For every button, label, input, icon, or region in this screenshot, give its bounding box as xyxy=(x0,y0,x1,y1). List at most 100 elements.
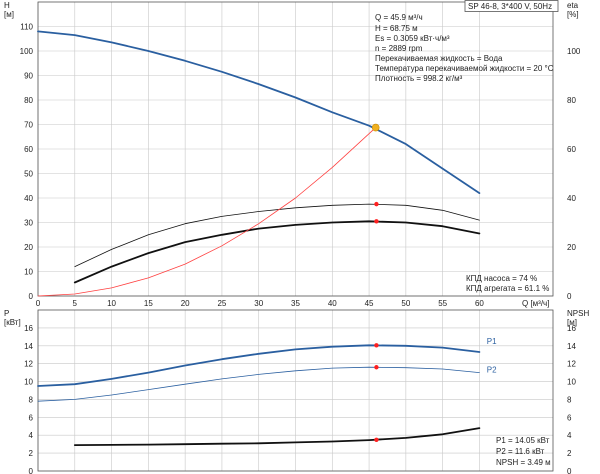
y2-axis-unit: [%] xyxy=(567,10,579,19)
series-line-power xyxy=(37,366,480,402)
series-tag-p2: P2 xyxy=(487,366,497,375)
info-line: Температура перекачиваемой жидкости = 20… xyxy=(375,64,554,73)
y-tick-label: 20 xyxy=(24,243,33,252)
y-tick-label: 110 xyxy=(20,23,33,32)
y-tick-label: 40 xyxy=(24,194,33,203)
series-line-efficiency xyxy=(73,220,481,284)
y-tick-label: 0 xyxy=(29,292,34,301)
x-tick-label: 30 xyxy=(254,299,263,308)
y-tick-label: 70 xyxy=(24,121,33,130)
model-title-box: SP 46-8, 3*400 V, 50Hz xyxy=(464,0,559,12)
y2-axis-label: eta xyxy=(567,1,579,10)
y-tick-label: 6 xyxy=(29,413,34,422)
x-tick-label: 35 xyxy=(291,299,300,308)
y-axis-unit: [кВт] xyxy=(4,318,21,327)
duty-point-marker xyxy=(374,343,379,348)
series-line-efficiency xyxy=(74,203,480,268)
series-line-head xyxy=(37,30,481,195)
panel-frames xyxy=(37,1,554,472)
series-line-power xyxy=(37,344,481,387)
y-tick-label: 0 xyxy=(29,467,34,474)
x-tick-label: 0 xyxy=(36,299,41,308)
x-tick-label: 55 xyxy=(438,299,447,308)
info-line: Перекачиваемая жидкость = Вода xyxy=(375,54,503,63)
operating-info: Q = 45.9 м³/ч H = 68.75 м Es = 0.3059 кВ… xyxy=(375,13,554,83)
x-axis-label: Q [м³/ч] xyxy=(522,299,549,308)
duty-point-marker xyxy=(374,365,379,370)
x-tick-label: 45 xyxy=(365,299,374,308)
y2-tick-label: 0 xyxy=(567,292,572,301)
y2-tick-label: 4 xyxy=(567,431,572,440)
series-tags: P1 P2 xyxy=(487,337,497,375)
y-tick-label: 30 xyxy=(24,219,33,228)
y-tick-label: 12 xyxy=(24,360,33,369)
data-series xyxy=(37,30,481,447)
x-tick-label: 40 xyxy=(328,299,337,308)
y2-tick-label: 20 xyxy=(567,243,576,252)
y-tick-label: 60 xyxy=(24,145,33,154)
y-tick-label: 10 xyxy=(24,268,33,277)
power-panel-axis-titles: P [кВт] NPSH [м] xyxy=(4,309,589,327)
y-tick-label: 2 xyxy=(29,449,34,458)
data-markers xyxy=(371,123,380,442)
efficiency-legend: КПД насоса = 74 % КПД агрегата = 61.1 % xyxy=(466,274,549,293)
y-tick-label: 90 xyxy=(24,72,33,81)
duty-point-marker xyxy=(374,437,379,442)
y2-tick-label: 80 xyxy=(567,96,576,105)
y2-axis-label: NPSH xyxy=(567,309,589,318)
legend-line: P1 = 14.05 кВт xyxy=(496,436,550,445)
y-tick-label: 14 xyxy=(24,342,33,351)
y-tick-label: 4 xyxy=(29,431,34,440)
y-axis-label: P xyxy=(4,309,9,318)
y2-tick-label: 40 xyxy=(567,194,576,203)
info-line: Плотность = 998.2 кг/м³ xyxy=(375,74,463,83)
legend-line: КПД насоса = 74 % xyxy=(466,274,537,283)
y2-tick-label: 2 xyxy=(567,449,572,458)
info-line: n = 2889 rpm xyxy=(375,44,423,53)
power-legend: P1 = 14.05 кВт P2 = 11.6 кВт NPSH = 3.49… xyxy=(496,436,551,467)
legend-line: P2 = 11.6 кВт xyxy=(496,447,545,456)
series-line-npsh xyxy=(73,427,481,447)
x-tick-label: 15 xyxy=(144,299,153,308)
y2-tick-label: 8 xyxy=(567,395,572,404)
legend-line: NPSH = 3.49 м xyxy=(496,458,551,467)
y-axis-unit: [м] xyxy=(4,10,14,19)
y2-tick-label: 60 xyxy=(567,145,576,154)
operating-point xyxy=(371,123,380,132)
panel-frame xyxy=(37,309,554,472)
x-tick-label: 50 xyxy=(401,299,410,308)
x-tick-label: 10 xyxy=(107,299,116,308)
y2-tick-label: 0 xyxy=(567,467,572,474)
y2-tick-label: 10 xyxy=(567,378,576,387)
y-axis-label: H xyxy=(4,1,10,10)
info-line: H = 68.75 м xyxy=(375,24,418,33)
y-tick-label: 8 xyxy=(29,395,34,404)
y-tick-label: 80 xyxy=(24,96,33,105)
info-line: Es = 0.3059 кВт·ч/м³ xyxy=(375,34,450,43)
panel-frame xyxy=(37,1,554,297)
y-tick-label: 50 xyxy=(24,170,33,179)
legend-line: КПД агрегата = 61.1 % xyxy=(466,284,549,293)
y2-axis-unit: [м] xyxy=(567,318,577,327)
y2-tick-label: 12 xyxy=(567,360,576,369)
y-tick-label: 100 xyxy=(20,47,34,56)
model-title: SP 46-8, 3*400 V, 50Hz xyxy=(468,2,552,11)
y-tick-label: 16 xyxy=(24,324,33,333)
info-line: Q = 45.9 м³/ч xyxy=(375,13,423,22)
y2-tick-label: 16 xyxy=(567,324,576,333)
y2-tick-label: 100 xyxy=(567,47,581,56)
x-tick-label: 5 xyxy=(73,299,78,308)
head-panel-axis-titles: H [м] eta [%] Q [м³/ч] xyxy=(4,1,579,308)
duty-point-marker xyxy=(374,219,379,224)
y-tick-label: 10 xyxy=(24,378,33,387)
series-line-system xyxy=(37,127,377,297)
x-tick-label: 60 xyxy=(475,299,484,308)
y2-tick-label: 6 xyxy=(567,413,572,422)
duty-point-marker xyxy=(374,201,379,207)
x-tick-label: 25 xyxy=(217,299,226,308)
y2-tick-label: 14 xyxy=(567,342,576,351)
x-tick-label: 20 xyxy=(181,299,190,308)
series-tag-p1: P1 xyxy=(487,337,497,346)
